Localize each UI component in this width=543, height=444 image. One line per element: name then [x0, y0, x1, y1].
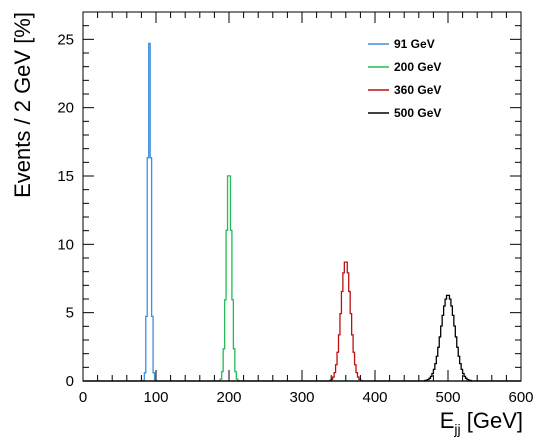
y-tick-label: 15	[57, 168, 74, 185]
axis-layer: 0 100 200 300 400 500 600 0 5 10 15 20 25	[57, 11, 534, 406]
y-axis-label: Events / 2 GeV [%]	[10, 12, 35, 198]
x-tick-label: 600	[508, 389, 533, 406]
series-line-2	[83, 261, 521, 382]
legend-label-3: 500 GeV	[394, 106, 441, 120]
series-line-1	[83, 175, 521, 382]
legend-label-1: 200 GeV	[394, 60, 441, 74]
series-layer	[83, 42, 521, 382]
y-tick-label: 20	[57, 100, 74, 117]
y-tick-label: 5	[66, 305, 74, 322]
x-tick-label: 100	[143, 389, 168, 406]
x-axis-label-subscript: jj	[453, 421, 460, 437]
legend-label-2: 360 GeV	[394, 83, 441, 97]
y-tick-label: 0	[66, 373, 74, 390]
series-line-3	[83, 294, 521, 382]
x-tick-label: 400	[362, 389, 387, 406]
x-axis-label-unit: [GeV]	[461, 408, 523, 433]
x-axis-label-main: E	[440, 408, 455, 433]
y-tick-label: 10	[57, 236, 74, 253]
x-axis-label: Ejj [GeV]	[440, 408, 523, 437]
x-tick-label: 0	[79, 389, 87, 406]
legend: 91 GeV 200 GeV 360 GeV 500 GeV	[368, 37, 441, 120]
y-tick-label: 25	[57, 31, 74, 48]
x-tick-label: 500	[435, 389, 460, 406]
x-tick-label: 200	[216, 389, 241, 406]
legend-label-0: 91 GeV	[394, 37, 435, 51]
x-tick-label: 300	[289, 389, 314, 406]
